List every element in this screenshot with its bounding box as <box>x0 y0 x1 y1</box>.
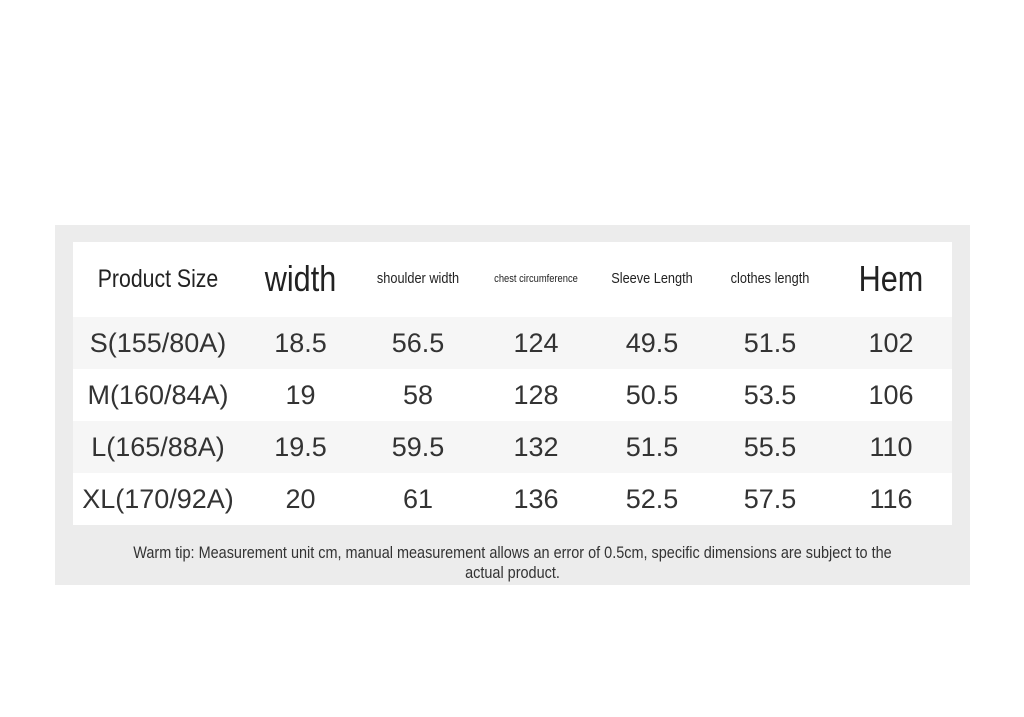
measurement: 52.5 <box>625 483 679 514</box>
size-row: M(160/84A) 19 58 128 50.5 53.5 106 <box>73 369 952 421</box>
size-row: S(155/80A) 18.5 56.5 124 49.5 51.5 102 <box>73 317 952 369</box>
size-label: M(160/84A) <box>87 379 229 410</box>
measurement: 51.5 <box>625 431 679 462</box>
size-table: Product Size width shoulder width chest cir… <box>73 242 952 525</box>
column-header: Product Size <box>97 264 219 293</box>
measurement: 49.5 <box>625 327 679 358</box>
measurement: 57.5 <box>743 483 797 514</box>
measurement: 59.5 <box>391 431 445 462</box>
measurement: 53.5 <box>743 379 797 410</box>
measurement: 56.5 <box>391 327 445 358</box>
measurement: 116 <box>869 483 913 514</box>
measurement: 132 <box>513 431 559 462</box>
header-row: Product Size width shoulder width chest cir… <box>73 242 952 317</box>
column-header: Sleeve Length <box>611 270 693 288</box>
measurement: 124 <box>513 327 559 358</box>
size-label: XL(170/92A) <box>82 483 234 514</box>
measurement: 50.5 <box>625 379 679 410</box>
size-label: L(165/88A) <box>91 431 225 462</box>
size-row: L(165/88A) 19.5 59.5 132 51.5 55.5 110 <box>73 421 952 473</box>
size-label: S(155/80A) <box>89 327 227 358</box>
table-head: Product Size width shoulder width chest cir… <box>73 242 952 317</box>
column-header: shoulder width <box>376 270 460 288</box>
column-header: width <box>264 258 337 300</box>
measurement: 102 <box>868 327 914 358</box>
table-body: S(155/80A) 18.5 56.5 124 49.5 51.5 102 M(160/84… <box>73 317 952 525</box>
measurement: 110 <box>869 431 913 462</box>
measurement: 128 <box>513 379 559 410</box>
measurement: 106 <box>868 379 914 410</box>
column-header: chest circumference <box>494 273 578 286</box>
measurement: 18.5 <box>274 327 327 358</box>
column-header: Hem <box>858 258 924 300</box>
warm-tip: Warm tip: Measurement unit cm, manual me… <box>133 543 892 582</box>
size-row: XL(170/92A) 20 61 136 52.5 57.5 116 <box>73 473 952 525</box>
measurement: 136 <box>513 483 559 514</box>
measurement: 58 <box>402 379 434 410</box>
size-panel: Product Size width shoulder width chest cir… <box>55 225 970 585</box>
column-header: clothes length <box>730 270 810 288</box>
measurement: 51.5 <box>743 327 797 358</box>
measurement: 20 <box>285 483 316 514</box>
measurement: 61 <box>402 483 434 514</box>
measurement: 19 <box>285 379 316 410</box>
measurement: 19.5 <box>274 431 327 462</box>
measurement: 55.5 <box>743 431 797 462</box>
